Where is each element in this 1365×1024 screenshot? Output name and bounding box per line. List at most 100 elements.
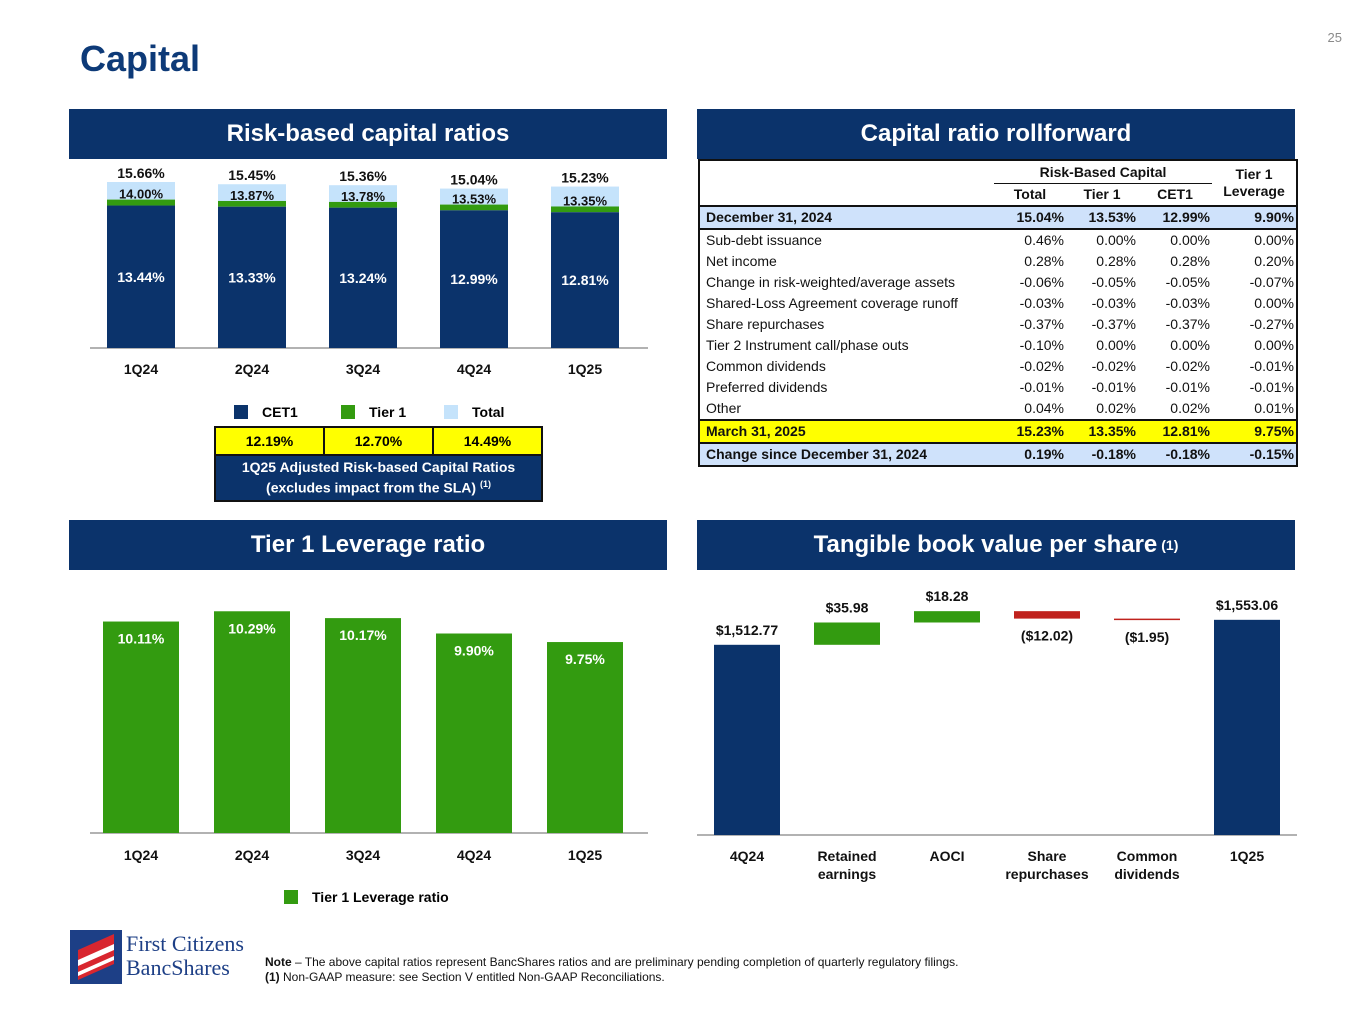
row-label: Share repurchases <box>706 316 825 332</box>
table-row: Share repurchases -0.37% -0.37% -0.37% -0.27… <box>700 314 1296 335</box>
col-leverage-1: Tier 1 <box>1235 165 1273 182</box>
x-tick-label: 4Q24 <box>730 848 764 864</box>
bar-cet1 <box>440 210 508 348</box>
label-cet1: 13.24% <box>339 270 387 286</box>
label-total: 15.04% <box>450 172 498 188</box>
waterfall-bar <box>1214 619 1280 835</box>
adjusted-ratios-box: 12.19% 12.70% 14.49% 1Q25 Adjusted Risk-ba… <box>214 426 543 502</box>
header-tbv: Tangible book value per share (1) <box>697 520 1295 570</box>
table-cell: -0.01% <box>1165 379 1210 395</box>
table-cell: 0.04% <box>1024 400 1064 416</box>
bar-total <box>218 184 286 201</box>
table-cell: -0.03% <box>1165 295 1210 311</box>
table-cell: -0.05% <box>1091 274 1136 290</box>
bar-cet1 <box>218 206 286 348</box>
label-leverage: 10.11% <box>118 631 165 647</box>
table-cell: -0.18% <box>1138 442 1212 465</box>
row-label: March 31, 2025 <box>700 419 994 443</box>
table-cell: -0.01% <box>1249 379 1294 395</box>
x-tick-label: 2Q24 <box>235 847 269 863</box>
legend-cet1: CET1 <box>234 404 298 420</box>
col-leverage: Tier 1 Leverage <box>1212 161 1296 206</box>
table-cell: -0.18% <box>1066 442 1138 465</box>
label-total: 15.45% <box>228 167 276 183</box>
bar-total <box>107 182 175 200</box>
table-cell: 0.00% <box>1170 232 1210 248</box>
x-tick-label: 4Q24 <box>457 361 491 377</box>
label-cet1: 13.33% <box>228 269 276 285</box>
row-label: Change in risk-weighted/average assets <box>706 274 956 290</box>
col-total: Total <box>1013 186 1047 202</box>
legend-label: Total <box>472 404 505 420</box>
x-tick-label: Share <box>1028 848 1067 864</box>
table-row: Change in risk-weighted/average assets -0… <box>700 272 1296 293</box>
waterfall-bar <box>814 622 880 645</box>
table-cell: -0.02% <box>1091 358 1136 374</box>
col-cet1: CET1 <box>1157 186 1193 202</box>
adjusted-cet1: 12.19% <box>216 428 325 454</box>
label-leverage: 9.75% <box>565 651 605 667</box>
table-cell: -0.02% <box>1165 358 1210 374</box>
x-tick-label: 1Q25 <box>568 847 602 863</box>
label-total: 15.36% <box>339 168 387 184</box>
table-cell: -0.37% <box>1091 316 1136 332</box>
table-row: March 31, 2025 15.23% 13.35% 12.81% 9.75% <box>700 419 1296 443</box>
fn-text: Non-GAAP measure: see Section V entitled… <box>279 970 665 984</box>
waterfall-bar <box>1014 611 1080 619</box>
legend-label: CET1 <box>262 404 298 420</box>
table-row: Net income 0.28% 0.28% 0.28% 0.20% <box>700 251 1296 272</box>
label-cet1: 13.44% <box>117 269 165 285</box>
x-tick-label: earnings <box>818 866 877 882</box>
rollforward-table: Risk-Based Capital Tier 1 Leverage Total Ti… <box>698 159 1298 467</box>
header-text: Capital ratio rollforward <box>860 120 1132 147</box>
header-risk-based: Risk-based capital ratios <box>69 109 667 159</box>
table-cell: 0.46% <box>1024 232 1064 248</box>
bar-leverage <box>547 642 623 833</box>
table-cell: 15.04% <box>994 205 1066 229</box>
header-rollforward: Capital ratio rollforward <box>697 109 1295 159</box>
label-tier1: 13.78% <box>341 189 386 204</box>
table-row: Other 0.04% 0.02% 0.02% 0.01% <box>700 398 1296 420</box>
x-tick-label: 1Q24 <box>124 361 158 377</box>
waterfall-bar <box>1114 618 1180 621</box>
table-cell: 0.20% <box>1254 253 1294 269</box>
x-tick-label: repurchases <box>1005 866 1088 882</box>
bar-tier1 <box>329 201 397 208</box>
x-tick-label: Retained <box>817 848 876 864</box>
table-cell: 0.00% <box>1254 295 1294 311</box>
footnote: Note – The above capital ratios represen… <box>265 955 958 985</box>
x-tick-label: 3Q24 <box>346 361 380 377</box>
table-cell: -0.02% <box>1019 358 1064 374</box>
table-cell: -0.05% <box>1165 274 1210 290</box>
legend-leverage: Tier 1 Leverage ratio <box>284 889 449 905</box>
waterfall-bar <box>714 644 780 835</box>
waterfall-label: ($12.02) <box>1021 628 1073 644</box>
waterfall-bar <box>914 611 980 623</box>
adjusted-tier1: 12.70% <box>325 428 434 454</box>
row-label: Common dividends <box>706 358 826 374</box>
table-cell: -0.07% <box>1249 274 1294 290</box>
bar-cet1 <box>329 207 397 348</box>
table-cell: -0.06% <box>1019 274 1064 290</box>
adjusted-total: 14.49% <box>434 428 541 454</box>
table-cell: -0.01% <box>1019 379 1064 395</box>
label-total: 15.23% <box>561 170 609 186</box>
col-tier1: Tier 1 <box>1083 186 1121 202</box>
label-tier1: 14.00% <box>119 187 164 202</box>
blank <box>700 161 994 183</box>
x-tick-label: 2Q24 <box>235 361 269 377</box>
table-cell: -0.01% <box>1249 358 1294 374</box>
x-tick-label: 3Q24 <box>346 847 380 863</box>
header-text: Tangible book value per share <box>813 531 1158 558</box>
table-cell: 13.35% <box>1066 419 1138 443</box>
table-row: Sub-debt issuance 0.46% 0.00% 0.00% 0.00% <box>700 229 1296 251</box>
bar-total <box>329 185 397 202</box>
label-tier1: 13.87% <box>230 188 275 203</box>
table-cell: 9.75% <box>1212 419 1296 443</box>
table-cell: 0.02% <box>1096 400 1136 416</box>
waterfall-label: $1,512.77 <box>716 622 778 638</box>
table-row: December 31, 2024 15.04% 13.53% 12.99% 9.90% <box>700 205 1296 229</box>
label-leverage: 9.90% <box>454 643 494 659</box>
bar-total <box>551 186 619 207</box>
